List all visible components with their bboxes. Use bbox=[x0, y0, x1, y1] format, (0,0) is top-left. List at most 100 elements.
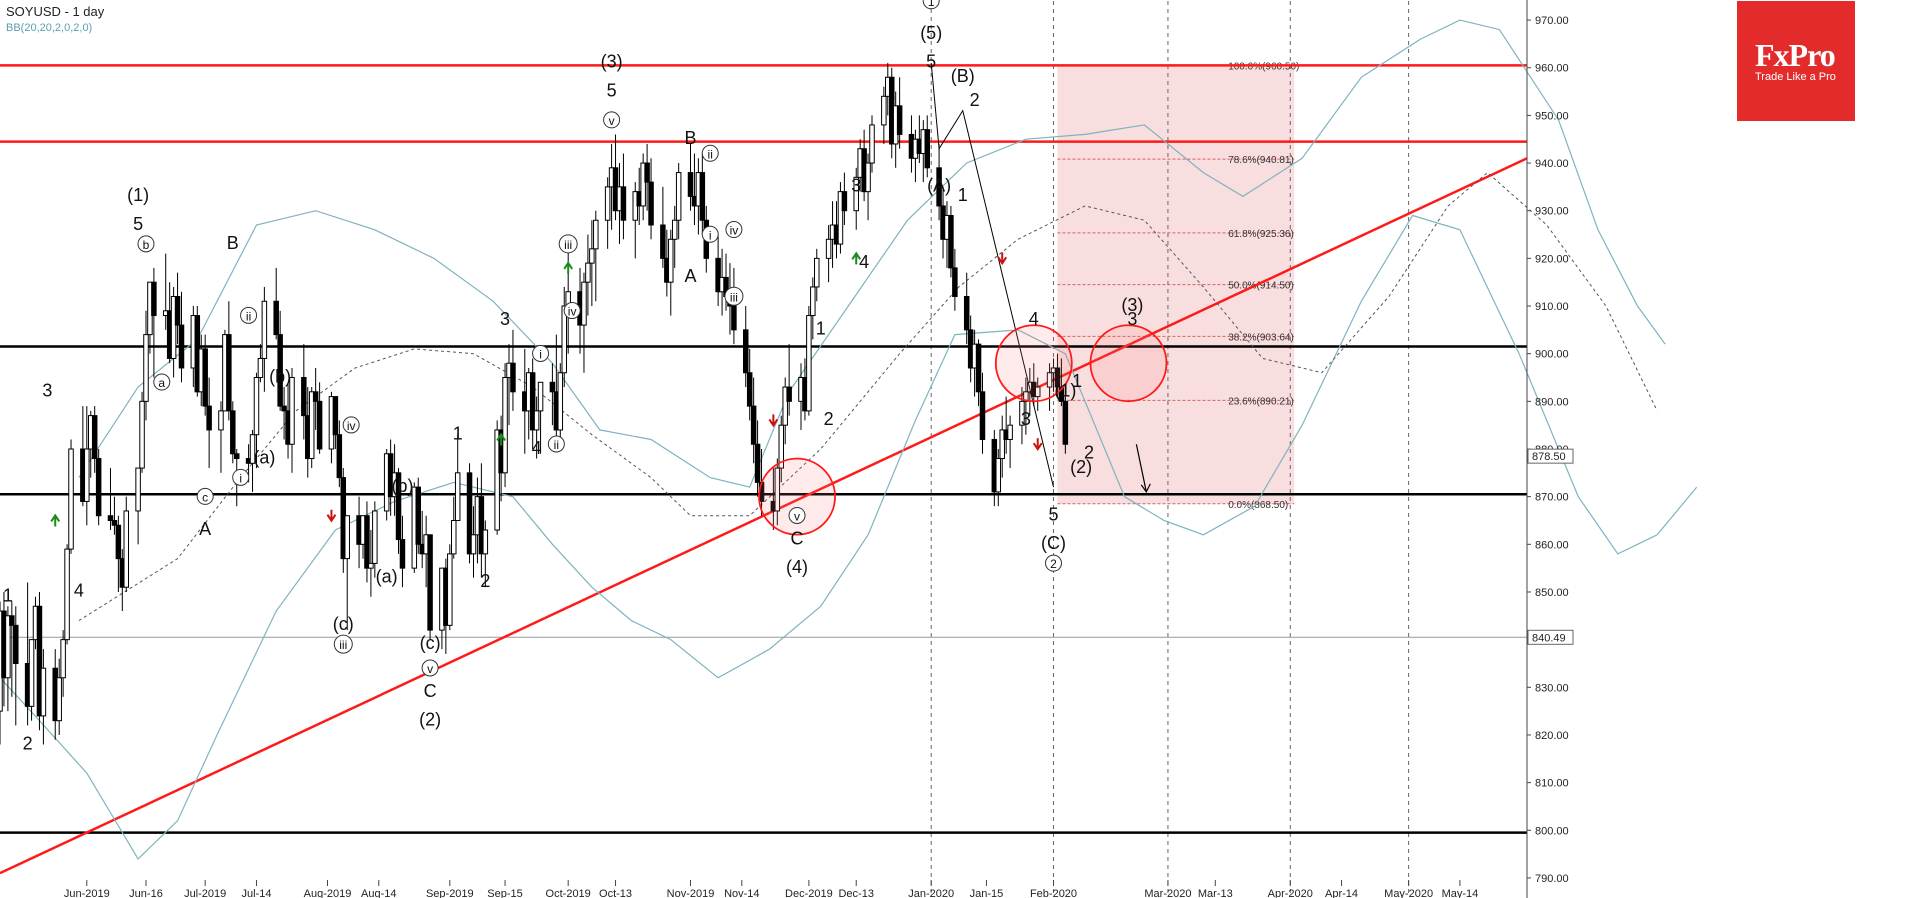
y-tick-label: 920.00 bbox=[1535, 253, 1569, 265]
x-tick-label: May-14 bbox=[1442, 888, 1479, 898]
candle-body bbox=[640, 162, 646, 207]
candle-body bbox=[1023, 391, 1029, 402]
candle-body bbox=[56, 677, 62, 722]
wave-label: iii bbox=[730, 290, 738, 304]
wave-label-circle bbox=[724, 286, 744, 306]
wave-label: (a) bbox=[376, 566, 398, 586]
axes-group: 790.00800.00810.00820.00830.00840.00850.… bbox=[64, 0, 1574, 898]
wave-label: iii bbox=[339, 638, 347, 652]
wave-label: (2) bbox=[1070, 457, 1092, 477]
wave-label-circle bbox=[333, 634, 353, 654]
candle-body bbox=[64, 548, 70, 641]
candle-body bbox=[963, 295, 970, 331]
wave-path-line bbox=[930, 62, 1054, 488]
wave-label: 2 bbox=[1050, 557, 1057, 571]
wave-label: 3 bbox=[500, 309, 510, 329]
x-tick-label: Mar-13 bbox=[1198, 888, 1233, 898]
wave-label: 2 bbox=[23, 733, 33, 753]
wave-label-circle bbox=[701, 144, 719, 162]
wave-label: C bbox=[791, 528, 804, 548]
candle-body bbox=[742, 329, 749, 374]
fib-level-label: 0.0%(868.50) bbox=[1228, 500, 1288, 511]
y-tick-label: 940.00 bbox=[1535, 158, 1569, 170]
x-tick-label: Jan-2020 bbox=[908, 888, 954, 898]
candle-body bbox=[660, 224, 666, 259]
candle-body bbox=[620, 186, 627, 221]
candle-body bbox=[494, 429, 500, 531]
wave-label: (1) bbox=[127, 185, 149, 205]
candle-body bbox=[774, 467, 781, 512]
x-tick-label: Oct-13 bbox=[599, 888, 632, 898]
candle-body bbox=[593, 219, 599, 250]
wave-label: 3 bbox=[1021, 409, 1031, 429]
candle-body bbox=[1019, 400, 1025, 426]
x-tick-label: Mar-2020 bbox=[1144, 888, 1191, 898]
wave-label: 2 bbox=[824, 409, 834, 429]
candle-body bbox=[1034, 386, 1041, 398]
candle-body bbox=[249, 434, 256, 464]
candle-body bbox=[948, 214, 954, 269]
wave-label: 2 bbox=[970, 90, 980, 110]
candle-body bbox=[750, 405, 757, 445]
wave-label-circle bbox=[240, 306, 258, 324]
wave-label: 5 bbox=[607, 80, 617, 100]
candle-body bbox=[174, 295, 181, 326]
candle-body bbox=[999, 429, 1005, 460]
wave-label-circle bbox=[196, 487, 214, 505]
candle-body bbox=[28, 639, 35, 707]
candle-body bbox=[427, 534, 433, 631]
wave-label: i bbox=[539, 347, 542, 361]
wave-label-circle bbox=[922, 0, 940, 10]
wave-label: ii bbox=[246, 309, 251, 323]
candle-body bbox=[84, 448, 90, 502]
candle-body bbox=[715, 257, 721, 293]
price-label: 878.50 bbox=[1532, 451, 1566, 463]
wave-label: (3) bbox=[601, 52, 623, 72]
candle-body bbox=[1058, 386, 1065, 402]
candle-body bbox=[865, 162, 871, 193]
candle-body bbox=[995, 458, 1002, 493]
y-tick-label: 870.00 bbox=[1535, 492, 1569, 504]
candle-body bbox=[806, 315, 812, 412]
x-tick-label: Jul-14 bbox=[241, 888, 271, 898]
wave-label-circle bbox=[788, 506, 806, 524]
candle-body bbox=[810, 286, 816, 317]
candle-body bbox=[581, 281, 587, 326]
wave-label: 4 bbox=[74, 581, 84, 601]
candle-body bbox=[454, 472, 461, 521]
signal-arrow-up bbox=[563, 261, 574, 274]
fib-level-label: 61.8%(925.36) bbox=[1228, 229, 1294, 240]
candle-body bbox=[13, 624, 19, 664]
candle-body bbox=[557, 372, 564, 431]
wave-label: (c) bbox=[333, 614, 354, 634]
highlight-circle bbox=[1089, 324, 1168, 403]
wave-label-circle bbox=[1045, 554, 1063, 572]
candle-body bbox=[178, 324, 185, 369]
fib-level-label: 50.0%(914.50) bbox=[1228, 281, 1294, 292]
wave-label: 4 bbox=[1029, 309, 1039, 329]
candle-body bbox=[1054, 367, 1061, 388]
candle-body bbox=[825, 238, 832, 259]
candle-body bbox=[786, 386, 792, 402]
wave-label: ii bbox=[708, 147, 713, 161]
candle-body bbox=[60, 639, 66, 679]
wave-label: 1 bbox=[1072, 371, 1082, 391]
x-tick-label: Dec-13 bbox=[838, 888, 873, 898]
wave-label-circle bbox=[725, 221, 743, 239]
wave-label: C bbox=[424, 681, 437, 701]
wave-label: 1 bbox=[928, 0, 935, 9]
wave-label: (B) bbox=[951, 66, 975, 86]
signal-arrow-down bbox=[997, 252, 1008, 266]
fib-level-label: 23.6%(890.21) bbox=[1228, 396, 1294, 407]
candle-body bbox=[336, 434, 343, 479]
wave-label: B bbox=[227, 233, 239, 253]
wave-label-circle bbox=[232, 468, 250, 486]
candle-body bbox=[123, 510, 130, 588]
candle-body bbox=[585, 262, 591, 283]
candle-body bbox=[589, 248, 595, 264]
wave-label: 4 bbox=[532, 438, 542, 458]
candle-body bbox=[502, 377, 508, 474]
candle-body bbox=[687, 172, 694, 197]
candle-body bbox=[478, 496, 485, 555]
